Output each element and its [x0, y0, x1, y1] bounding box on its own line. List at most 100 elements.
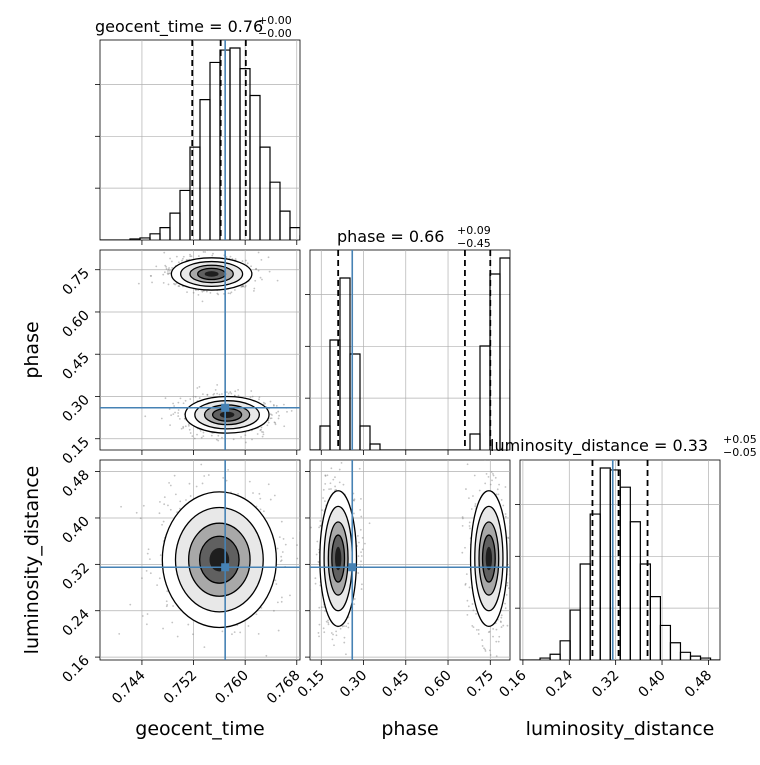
sample-point [289, 594, 291, 597]
sample-point [189, 253, 191, 256]
sample-point [269, 417, 272, 420]
sample-point [206, 393, 209, 396]
sample-point [316, 540, 319, 543]
sample-point [265, 654, 268, 657]
sample-point [220, 393, 223, 395]
sample-point [314, 582, 317, 585]
sample-point [473, 474, 476, 477]
sample-point [258, 398, 260, 401]
sample-point [326, 474, 329, 477]
sample-point [266, 424, 269, 427]
sample-point [332, 478, 335, 481]
sample-point [182, 427, 185, 429]
x-tick-label: 0.760 [212, 668, 252, 708]
sample-point [512, 549, 514, 551]
sample-point [286, 410, 288, 413]
sample-point [317, 560, 320, 563]
sample-point [162, 273, 165, 276]
sample-point [511, 507, 513, 509]
svg-text:geocent_time = 0.76: geocent_time = 0.76 [95, 17, 263, 37]
density-layer [310, 460, 514, 660]
sample-point [361, 548, 364, 551]
sample-point [509, 523, 510, 526]
sample-point [201, 393, 204, 396]
contour-line [327, 521, 349, 596]
sample-point [165, 267, 168, 270]
sample-point [277, 629, 280, 632]
contour-line [331, 534, 346, 583]
sample-point [461, 524, 464, 527]
sample-point [202, 251, 205, 253]
sample-point [212, 252, 214, 255]
x-tick-label: 0.40 [636, 668, 669, 701]
sample-point [338, 468, 341, 471]
sample-point [505, 593, 508, 596]
sample-point [498, 635, 501, 638]
histogram-bin [299, 235, 300, 240]
sample-point [167, 272, 170, 275]
sample-point [353, 603, 356, 605]
sample-point [181, 259, 183, 262]
sample-point [207, 474, 210, 476]
sample-point [163, 251, 166, 254]
sample-point [169, 424, 171, 427]
sample-point [258, 396, 261, 399]
sample-point [192, 291, 195, 294]
title-lum-plus: +0.05 [723, 433, 757, 446]
y-axis-label-luminosity-distance: luminosity_distance [21, 466, 43, 655]
sample-point [246, 262, 249, 265]
title-lum-minus: −0.05 [723, 446, 757, 459]
sample-point [488, 649, 491, 652]
sample-point [508, 587, 510, 590]
sample-point [264, 402, 266, 405]
sample-point [195, 289, 197, 292]
y-tick-label: 0.32 [59, 560, 92, 593]
sample-point [216, 292, 219, 295]
sample-point [150, 275, 153, 277]
sample-point [510, 632, 512, 634]
sample-point [339, 627, 342, 630]
histogram-bars [100, 40, 300, 240]
luminosity-distance-histogram-panel [515, 459, 721, 665]
histogram-bin [689, 655, 702, 660]
sample-point [261, 435, 264, 438]
sample-point [323, 631, 326, 634]
sample-point [260, 606, 263, 609]
sample-point [217, 434, 220, 437]
sample-point [251, 395, 254, 398]
sample-point [360, 551, 362, 554]
sample-point [165, 605, 168, 608]
sample-point [182, 255, 185, 258]
sample-point [167, 283, 170, 286]
x-tick-label: 0.45 [379, 668, 412, 701]
sample-point [222, 476, 225, 479]
histogram-bin [629, 521, 641, 660]
sample-point [184, 425, 187, 428]
sample-point [274, 421, 277, 424]
geocent-time-vs-phase-panel [95, 249, 301, 455]
sample-point [360, 560, 362, 563]
sample-point [485, 472, 488, 475]
sample-point [276, 279, 279, 282]
sample-point [163, 496, 166, 499]
axes-frame [99, 459, 301, 661]
sample-point [257, 632, 260, 635]
contour-line [474, 505, 504, 612]
sample-point [492, 472, 494, 475]
sample-point [203, 646, 206, 648]
sample-point [162, 520, 165, 523]
sample-point [368, 522, 371, 525]
sample-point [267, 483, 270, 486]
sample-point [187, 424, 190, 427]
sample-point [273, 421, 276, 424]
sample-point [340, 461, 343, 464]
sample-point [234, 258, 237, 260]
sample-point [169, 257, 171, 260]
histogram-bin [489, 273, 501, 450]
histogram-bin [209, 61, 221, 240]
sample-point [478, 489, 481, 492]
sample-point [353, 499, 356, 502]
sample-point [170, 260, 173, 263]
contour-line [319, 490, 358, 628]
